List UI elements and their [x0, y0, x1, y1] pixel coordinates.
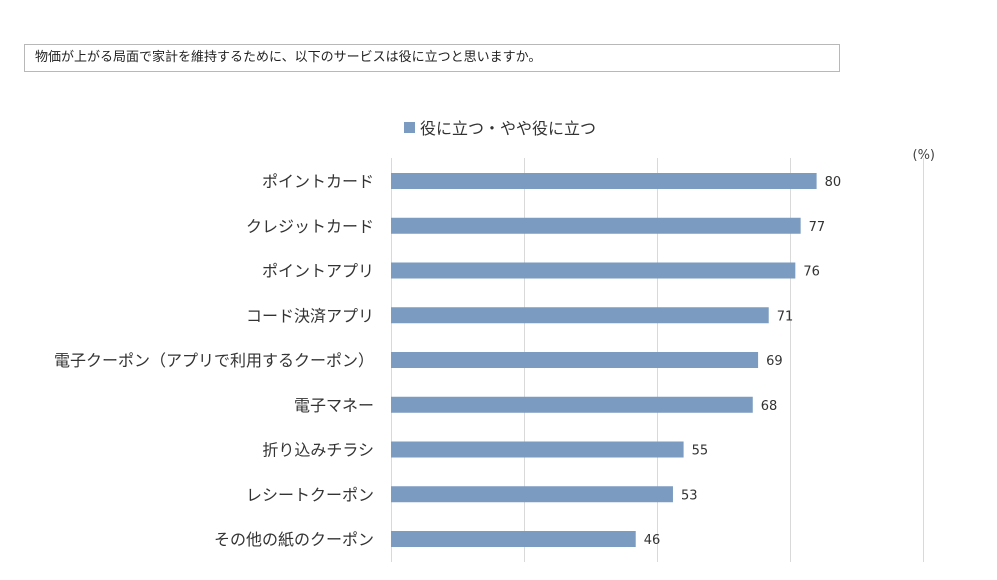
legend-label: 役に立つ・やや役に立つ [420, 119, 596, 138]
category-label-5: 電子マネー [294, 396, 374, 415]
value-label-3: 71 [777, 309, 794, 324]
bar-0 [391, 173, 817, 189]
value-label-5: 68 [761, 399, 778, 414]
bar-3 [391, 307, 769, 324]
value-label-8: 46 [644, 533, 661, 548]
bar-8 [391, 531, 636, 547]
value-label-4: 69 [766, 354, 783, 369]
value-label-7: 53 [681, 488, 698, 503]
category-label-8: その他の紙のクーポン [214, 530, 374, 549]
bar-2 [391, 262, 796, 279]
legend: 役に立つ・やや役に立つ [404, 119, 596, 138]
category-labels: ポイントカードクレジットカードポイントアプリコード決済アプリ電子クーポン（アプリ… [54, 172, 374, 549]
unit-label: (%) [913, 148, 936, 163]
bar-6 [391, 441, 684, 458]
bar-5 [391, 396, 753, 413]
category-label-0: ポイントカード [262, 172, 374, 191]
category-label-1: クレジットカード [246, 217, 374, 236]
value-labels: 80 77 76 71 69 68 55 53 46 [644, 175, 841, 548]
value-label-6: 55 [692, 444, 709, 459]
question-text: 物価が上がる局面で家計を維持するために、以下のサービスは役に立つと思いますか。 [24, 44, 840, 72]
category-label-7: レシートクーポン [246, 485, 374, 504]
value-label-0: 80 [825, 175, 842, 190]
bar-1 [391, 217, 801, 234]
legend-swatch [404, 122, 415, 133]
bar-4 [391, 352, 759, 368]
category-label-2: ポイントアプリ [262, 262, 374, 281]
value-label-1: 77 [809, 220, 826, 235]
category-label-4: 電子クーポン（アプリで利用するクーポン） [54, 351, 374, 370]
category-label-6: 折り込みチラシ [262, 441, 374, 460]
bars [391, 173, 817, 547]
bar-7 [391, 486, 673, 503]
category-label-3: コード決済アプリ [246, 306, 374, 325]
value-label-2: 76 [803, 265, 820, 280]
